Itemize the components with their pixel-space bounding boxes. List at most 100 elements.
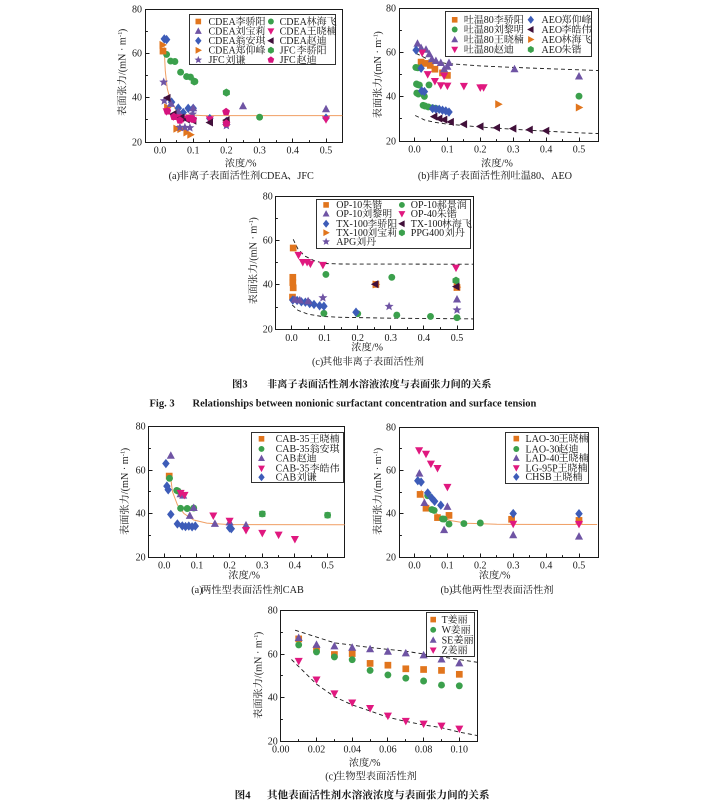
svg-text:0.1: 0.1 <box>187 146 200 157</box>
svg-text:40: 40 <box>136 509 146 520</box>
svg-text:80: 80 <box>263 192 273 203</box>
svg-text:/(mN · m: /(mN · m <box>373 40 384 78</box>
svg-text:60: 60 <box>386 48 396 59</box>
svg-text:-1: -1 <box>117 32 124 38</box>
svg-text:OP-10: OP-10 <box>411 200 437 211</box>
svg-text:3: 3 <box>242 380 247 391</box>
svg-text:80: 80 <box>484 45 494 56</box>
svg-text:20: 20 <box>386 553 396 564</box>
svg-text:(b): (b) <box>441 585 453 596</box>
svg-text:0.4: 0.4 <box>289 561 302 572</box>
svg-text:0.2: 0.2 <box>351 333 364 344</box>
svg-text:): ) <box>249 217 260 220</box>
svg-text:20: 20 <box>386 137 396 148</box>
svg-text:40: 40 <box>386 509 396 520</box>
svg-text:20: 20 <box>136 553 146 564</box>
svg-text:80: 80 <box>268 606 278 617</box>
svg-text:40: 40 <box>268 693 278 704</box>
svg-text:Relationships between nonionic: Relationships between nonionic surfactan… <box>193 399 537 410</box>
svg-text:-1: -1 <box>120 451 127 457</box>
svg-text:W: W <box>442 625 452 636</box>
svg-text:LG-95P: LG-95P <box>526 463 559 474</box>
svg-text:CDEA: CDEA <box>280 17 308 28</box>
svg-text:JFC: JFC <box>297 171 314 182</box>
svg-text:(b): (b) <box>418 171 430 182</box>
svg-text:0.3: 0.3 <box>256 561 269 572</box>
svg-text:0.06: 0.06 <box>379 745 397 756</box>
svg-text:80: 80 <box>484 35 494 46</box>
svg-text:4: 4 <box>245 791 251 802</box>
svg-text:CAB: CAB <box>276 454 297 465</box>
svg-text:80: 80 <box>484 15 494 26</box>
svg-text:0.4: 0.4 <box>540 145 553 156</box>
svg-text:/%: /% <box>245 159 257 170</box>
svg-text:40: 40 <box>263 280 273 291</box>
svg-text:AEO: AEO <box>542 35 563 46</box>
svg-text:JFC: JFC <box>280 55 296 66</box>
svg-text:CAB-35: CAB-35 <box>276 444 310 455</box>
svg-text:AEO: AEO <box>551 171 572 182</box>
svg-text:0.02: 0.02 <box>308 745 326 756</box>
svg-text:0.2: 0.2 <box>223 561 236 572</box>
svg-text:80: 80 <box>136 422 146 433</box>
svg-text:): ) <box>373 31 384 34</box>
svg-text:0.2: 0.2 <box>474 561 487 572</box>
svg-text:(c): (c) <box>325 771 336 782</box>
svg-text:80: 80 <box>531 171 541 182</box>
svg-text:0.5: 0.5 <box>573 145 586 156</box>
svg-text:0.00: 0.00 <box>272 745 290 756</box>
svg-text:): ) <box>373 448 384 451</box>
svg-text:OP-10: OP-10 <box>336 209 362 220</box>
svg-text:0.0: 0.0 <box>408 145 421 156</box>
svg-text:0.04: 0.04 <box>343 745 361 756</box>
svg-text:40: 40 <box>132 93 142 104</box>
svg-text:0.0: 0.0 <box>285 333 298 344</box>
svg-text:/(mN · m: /(mN · m <box>373 456 384 494</box>
svg-text:(a): (a) <box>169 171 180 182</box>
svg-text:40: 40 <box>386 92 396 103</box>
svg-text:AEO: AEO <box>542 15 563 26</box>
svg-text:/%: /% <box>502 159 514 170</box>
svg-text:80: 80 <box>484 25 494 36</box>
svg-text:SE: SE <box>442 635 454 646</box>
svg-text:20: 20 <box>132 138 142 149</box>
svg-text:Fig. 3: Fig. 3 <box>150 399 175 410</box>
svg-text:0.1: 0.1 <box>191 561 204 572</box>
svg-text:60: 60 <box>136 466 146 477</box>
svg-text:0.3: 0.3 <box>507 145 520 156</box>
svg-text:60: 60 <box>263 236 273 247</box>
svg-text:CAB: CAB <box>283 585 304 596</box>
svg-text:0.3: 0.3 <box>507 561 520 572</box>
svg-text:0.5: 0.5 <box>320 146 333 157</box>
svg-text:0.3: 0.3 <box>253 146 266 157</box>
svg-text:CDEA: CDEA <box>280 26 308 37</box>
svg-text:80: 80 <box>132 5 142 16</box>
svg-text:0.0: 0.0 <box>158 561 171 572</box>
svg-text:0.1: 0.1 <box>318 333 331 344</box>
svg-text:CDEA: CDEA <box>209 26 237 37</box>
svg-text:0.4: 0.4 <box>287 146 300 157</box>
svg-text:0.0: 0.0 <box>154 146 167 157</box>
svg-text:JFC: JFC <box>209 55 225 66</box>
svg-text:-1: -1 <box>373 451 380 457</box>
svg-text:/%: /% <box>369 758 381 769</box>
svg-text:CDEA: CDEA <box>209 17 237 28</box>
svg-text:60: 60 <box>268 650 278 661</box>
svg-text:LAO-30: LAO-30 <box>526 434 560 445</box>
svg-text:0.2: 0.2 <box>220 146 233 157</box>
svg-text:80: 80 <box>386 4 396 15</box>
svg-text:LAD-40: LAD-40 <box>526 453 560 464</box>
svg-text:Z: Z <box>442 646 448 657</box>
svg-text:CAB-35: CAB-35 <box>276 434 310 445</box>
svg-text:0.08: 0.08 <box>415 745 433 756</box>
svg-text:0.5: 0.5 <box>321 561 334 572</box>
svg-text:0.10: 0.10 <box>451 745 469 756</box>
svg-text:0.1: 0.1 <box>441 145 454 156</box>
svg-text:20: 20 <box>263 325 273 336</box>
svg-text:): ) <box>254 632 265 635</box>
svg-text:(c): (c) <box>312 357 323 368</box>
svg-text:): ) <box>118 29 129 32</box>
svg-text:TX-100: TX-100 <box>336 228 368 239</box>
svg-text:(a): (a) <box>191 585 202 596</box>
svg-text:/(mN · m: /(mN · m <box>120 456 131 494</box>
